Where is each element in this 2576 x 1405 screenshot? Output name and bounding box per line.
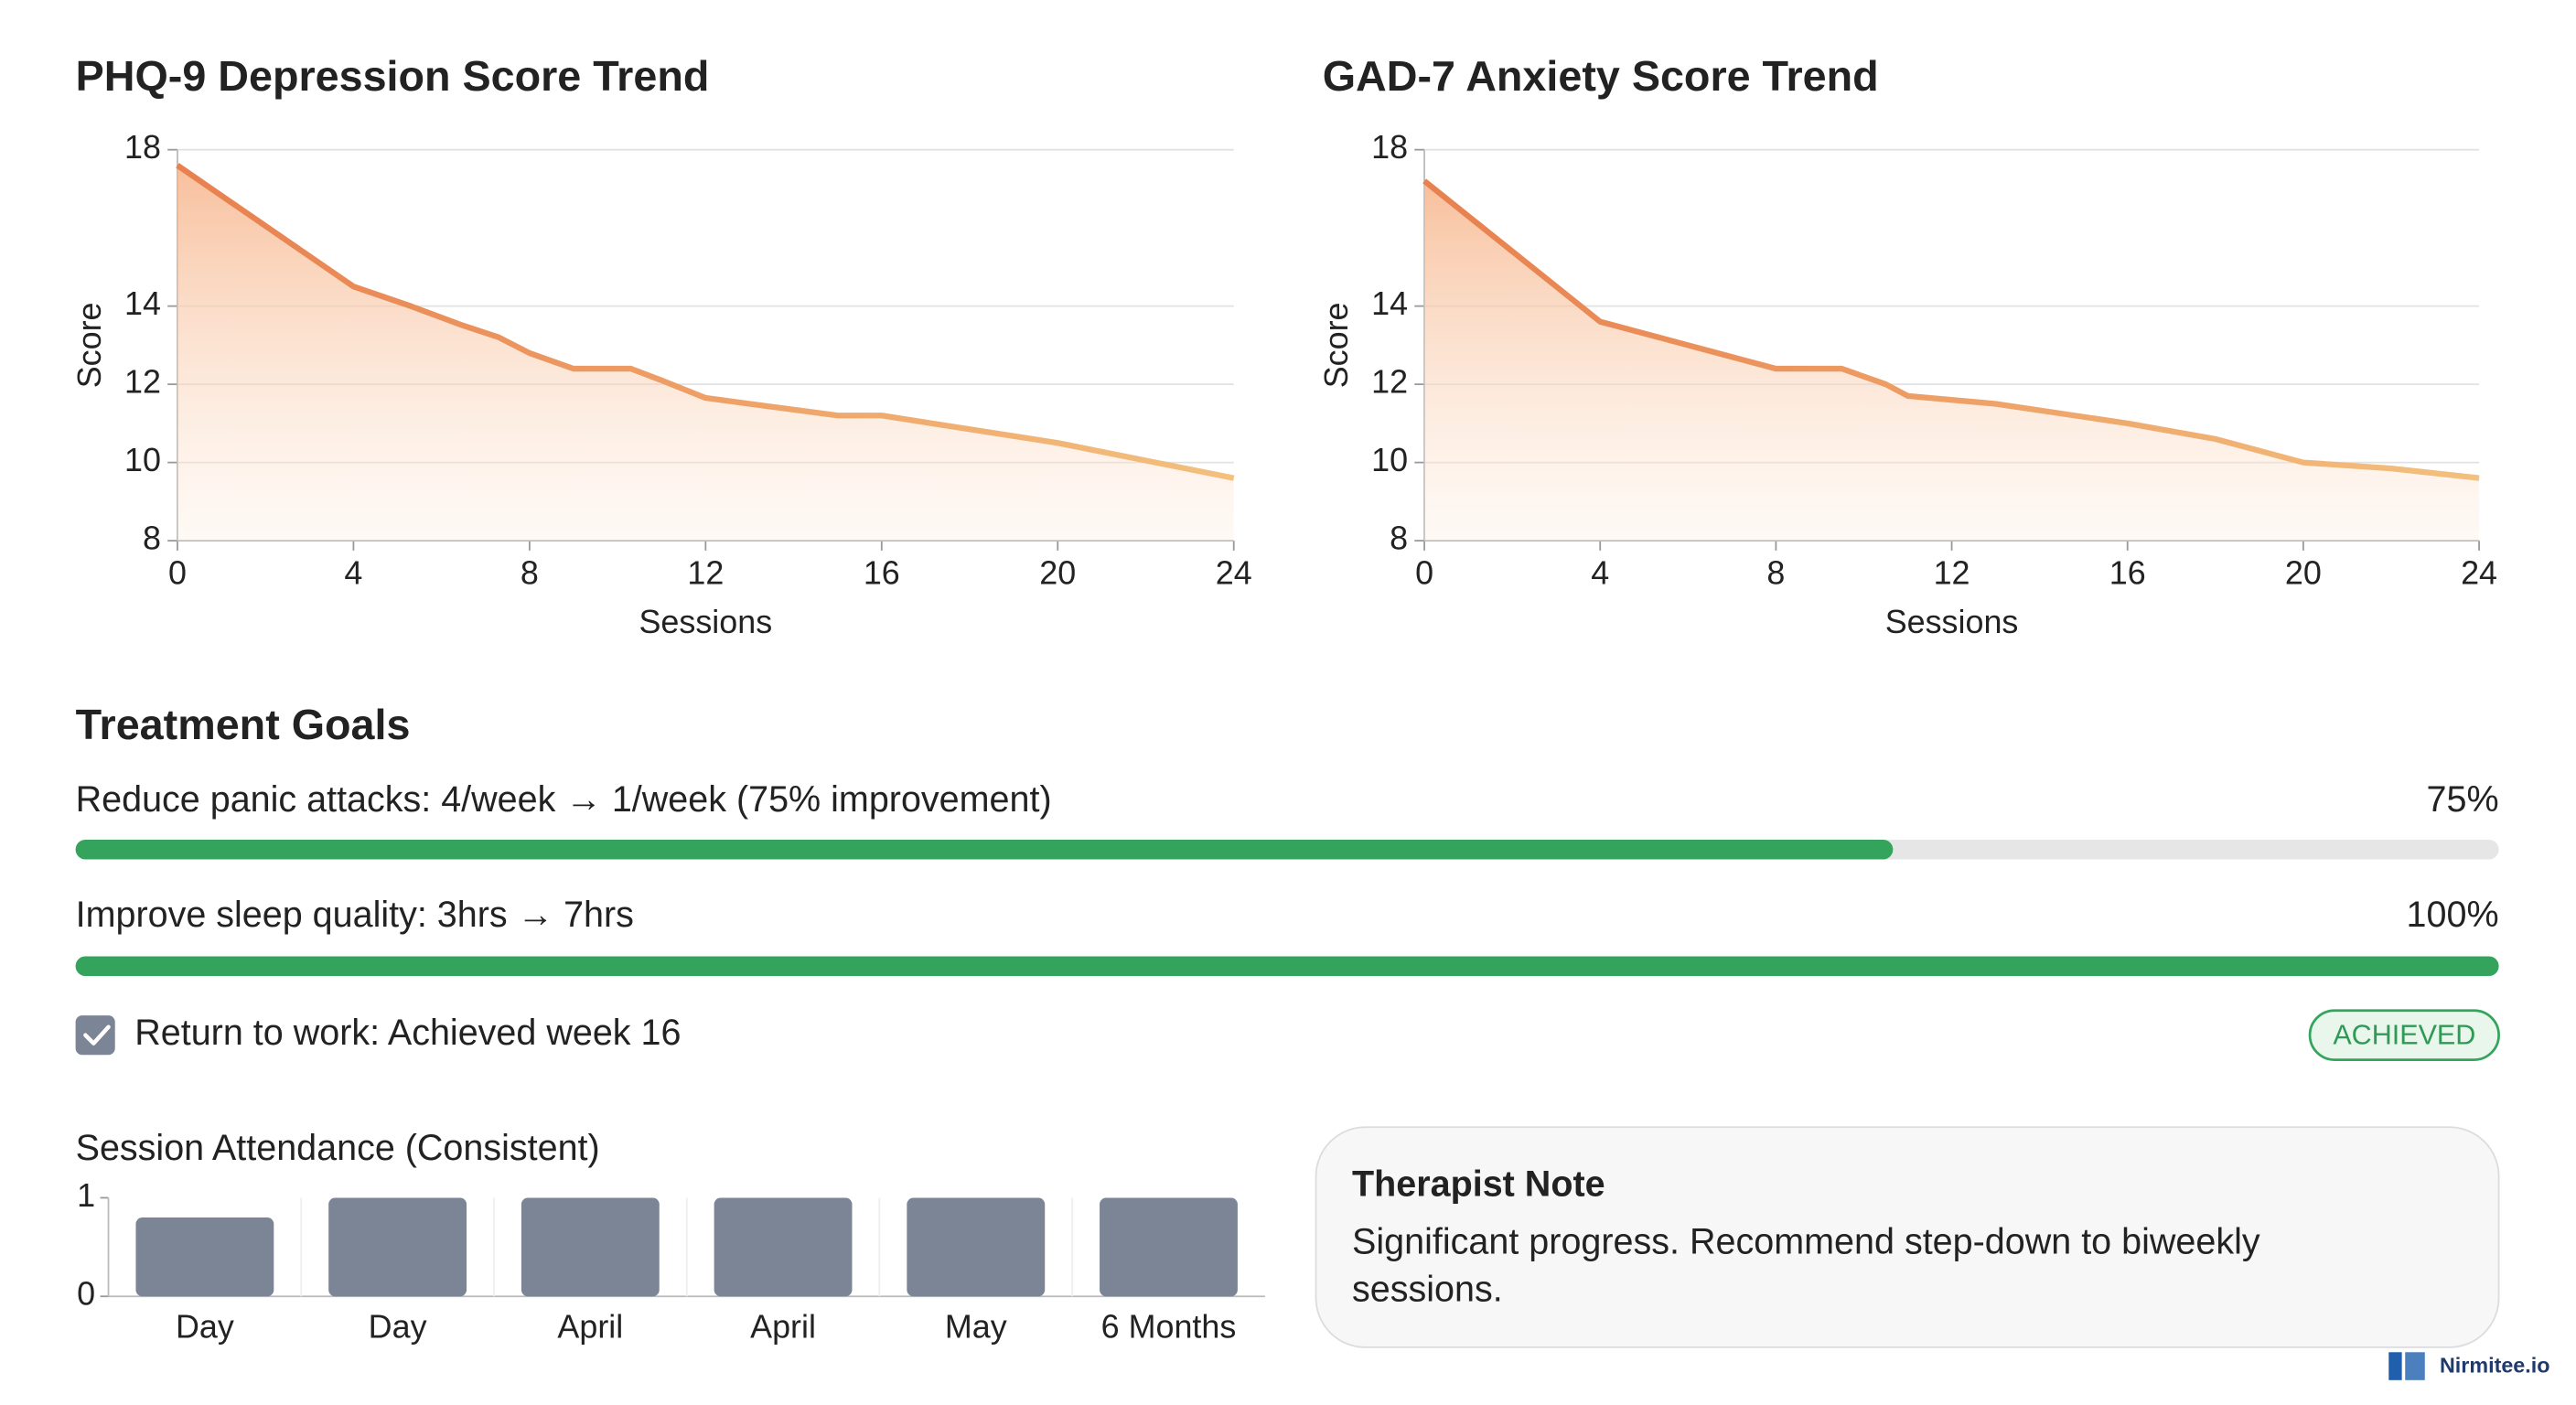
- goal-percent: 75%: [2427, 779, 2499, 820]
- note-card: [1315, 1126, 2500, 1348]
- area: [177, 165, 1234, 542]
- x-tick-label: 8: [521, 553, 539, 591]
- achieved-goal: Return to work: Achieved week 16: [134, 1013, 681, 1053]
- y-tick-label: 10: [124, 441, 161, 478]
- checkbox[interactable]: [75, 1015, 115, 1056]
- y-tick-label: 18: [124, 128, 161, 166]
- badge-text: ACHIEVED: [2333, 1020, 2475, 1051]
- chart-title: GAD-7 Anxiety Score Trend: [1323, 52, 1879, 100]
- y-axis-label: Score: [1317, 302, 1355, 388]
- x-tick-label: 0: [1415, 553, 1433, 591]
- note-body: Significant progress. Recommend step-dow…: [1352, 1220, 2260, 1310]
- brand: Nirmitee.io: [2440, 1354, 2550, 1378]
- bar: [328, 1197, 467, 1297]
- y-tick-label: 10: [1371, 441, 1408, 478]
- bar: [521, 1197, 660, 1297]
- y-tick-label: 1: [77, 1176, 95, 1214]
- x-tick-label: May: [945, 1308, 1007, 1346]
- y-tick-label: 12: [1371, 363, 1408, 401]
- note-body-box: Significant progress. Recommend step-dow…: [1352, 1220, 2260, 1310]
- progress-bar: [75, 956, 2499, 977]
- line: [176, 163, 1235, 481]
- x-tick-label: 20: [2285, 553, 2322, 591]
- note-title: Therapist Note: [1352, 1164, 1605, 1204]
- area: [1424, 180, 2480, 542]
- goal-text: Reduce panic attacks: 4/week → 1/week (7…: [76, 779, 1052, 820]
- x-tick-label: 4: [344, 553, 362, 591]
- bar: [135, 1217, 274, 1297]
- goal-text: Improve sleep quality: 3hrs → 7hrs: [76, 895, 634, 935]
- y-tick-label: 0: [77, 1275, 95, 1313]
- y-axis-label: Score: [70, 302, 108, 388]
- y-tick-label: 18: [1371, 128, 1408, 166]
- x-tick-label: 12: [1934, 553, 1970, 591]
- chart-title: PHQ-9 Depression Score Trend: [76, 52, 710, 100]
- x-tick-label: 0: [168, 553, 187, 591]
- x-tick-label: April: [750, 1308, 816, 1346]
- chart-title: Session Attendance (Consistent): [76, 1128, 600, 1168]
- y-tick-label: 8: [143, 520, 161, 557]
- x-tick-label: 16: [2109, 553, 2146, 591]
- y-tick-label: 14: [1371, 284, 1408, 322]
- bar: [907, 1197, 1046, 1297]
- check-icon: [83, 1024, 111, 1046]
- x-axis-label: Sessions: [1885, 603, 2019, 640]
- line: [1422, 178, 2480, 481]
- y-tick-label: 14: [124, 284, 161, 322]
- bar: [714, 1197, 853, 1297]
- y-tick-label: 12: [124, 363, 161, 401]
- x-tick-label: Day: [369, 1308, 427, 1346]
- x-tick-label: 16: [864, 553, 900, 591]
- x-tick-label: 24: [2461, 553, 2497, 591]
- x-tick-label: April: [557, 1308, 623, 1346]
- badge: [2308, 1009, 2500, 1061]
- x-tick-label: 8: [1766, 553, 1785, 591]
- y-tick-label: 8: [1390, 520, 1408, 557]
- x-tick-label: 4: [1591, 553, 1609, 591]
- brand-logo: [2388, 1352, 2402, 1380]
- goals-title: Treatment Goals: [76, 701, 411, 748]
- x-axis-label: Sessions: [639, 603, 772, 640]
- progress-bar: [75, 839, 1894, 860]
- x-tick-label: 12: [687, 553, 724, 591]
- goal-percent: 100%: [2407, 895, 2499, 935]
- x-tick-label: Day: [176, 1308, 234, 1346]
- bar: [1100, 1197, 1238, 1297]
- x-tick-label: 6 Months: [1101, 1308, 1237, 1346]
- x-tick-label: 24: [1216, 553, 1252, 591]
- brand-logo: [2405, 1352, 2425, 1380]
- x-tick-label: 20: [1039, 553, 1076, 591]
